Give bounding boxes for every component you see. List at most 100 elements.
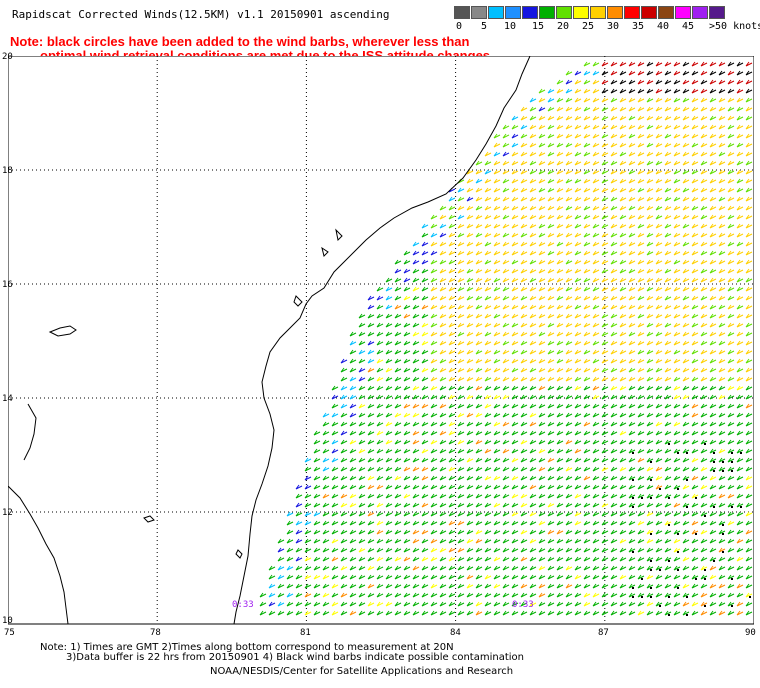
wind-barb [655, 295, 663, 301]
wind-barb [565, 241, 573, 247]
wind-barb [745, 403, 753, 409]
wind-barb [421, 475, 429, 481]
wind-barb [583, 412, 591, 418]
wind-barb [529, 106, 537, 112]
wind-barb [322, 493, 330, 499]
wind-barb [682, 187, 690, 193]
wind-barb [547, 169, 555, 175]
wind-barb [655, 268, 663, 274]
wind-barb [502, 232, 510, 238]
wind-barb [493, 493, 501, 499]
wind-barb [673, 520, 681, 526]
wind-barb [610, 259, 618, 265]
wind-barb [673, 529, 681, 535]
wind-barb [295, 502, 303, 508]
wind-barb [448, 520, 456, 526]
wind-barb [439, 241, 447, 247]
wind-barb [430, 493, 438, 499]
wind-barb [448, 556, 456, 562]
wind-barb [709, 142, 717, 148]
wind-barb [664, 610, 672, 616]
wind-barb [736, 592, 744, 598]
wind-barb [529, 160, 537, 166]
wind-barb [592, 574, 600, 580]
wind-barb [691, 250, 699, 256]
wind-barb [340, 457, 348, 463]
wind-barb [547, 511, 555, 517]
wind-barb [610, 313, 618, 319]
wind-barb [736, 250, 744, 256]
wind-barb [628, 205, 636, 211]
wind-barb [511, 556, 519, 562]
wind-barb [655, 322, 663, 328]
wind-barb [376, 412, 384, 418]
wind-barb [349, 448, 357, 454]
wind-barb [448, 322, 456, 328]
wind-barb [727, 115, 735, 121]
wind-barb [448, 601, 456, 607]
contamination-marker [632, 506, 634, 508]
wind-barb [529, 304, 537, 310]
wind-barb [682, 160, 690, 166]
wind-barb [610, 448, 618, 454]
island-5 [321, 228, 343, 257]
cb-label-10: 10 [504, 21, 517, 32]
wind-barb [538, 313, 546, 319]
wind-barb [673, 376, 681, 382]
wind-barb [394, 331, 402, 337]
wind-barb [538, 493, 546, 499]
wind-barb [475, 439, 483, 445]
wind-barb [700, 205, 708, 211]
wind-barb [547, 610, 555, 616]
colorbar-swatch [692, 6, 708, 19]
wind-barb [556, 196, 564, 202]
wind-barb [538, 565, 546, 571]
wind-barb [394, 583, 402, 589]
wind-barb [583, 466, 591, 472]
wind-barb [646, 601, 654, 607]
lon-label-90: 90 [745, 628, 756, 638]
wind-barb [673, 547, 681, 553]
wind-barb [682, 232, 690, 238]
wind-barb [664, 277, 672, 283]
wind-barb [628, 457, 636, 463]
wind-barb [700, 592, 708, 598]
wind-barb [547, 493, 555, 499]
wind-barb [457, 268, 465, 274]
wind-barb [340, 448, 348, 454]
wind-barb [745, 610, 753, 616]
wind-barb [691, 268, 699, 274]
wind-barb [610, 241, 618, 247]
wind-barb [502, 475, 510, 481]
contamination-marker [650, 587, 652, 589]
wind-barb [745, 223, 753, 229]
contamination-marker [632, 596, 634, 598]
wind-barb [673, 475, 681, 481]
wind-barb [709, 205, 717, 211]
wind-barb [574, 583, 582, 589]
wind-barb [673, 322, 681, 328]
lat-label-10: 10 [2, 616, 13, 626]
wind-barb [403, 601, 411, 607]
wind-barb [556, 106, 564, 112]
wind-barb [574, 538, 582, 544]
wind-barb [556, 601, 564, 607]
wind-barb [367, 430, 375, 436]
wind-barb [610, 187, 618, 193]
wind-barb [655, 70, 663, 76]
wind-barb [529, 385, 537, 391]
wind-barb [691, 142, 699, 148]
wind-barb [565, 592, 573, 598]
wind-barb [547, 430, 555, 436]
wind-barb [565, 133, 573, 139]
wind-barb [493, 385, 501, 391]
wind-barb [493, 331, 501, 337]
wind-barb [448, 403, 456, 409]
wind-barb [286, 592, 294, 598]
wind-barb [718, 106, 726, 112]
wind-barb [745, 466, 753, 472]
wind-barb [637, 79, 645, 85]
island-2 [143, 515, 155, 523]
wind-barb [457, 232, 465, 238]
wind-barb [736, 394, 744, 400]
